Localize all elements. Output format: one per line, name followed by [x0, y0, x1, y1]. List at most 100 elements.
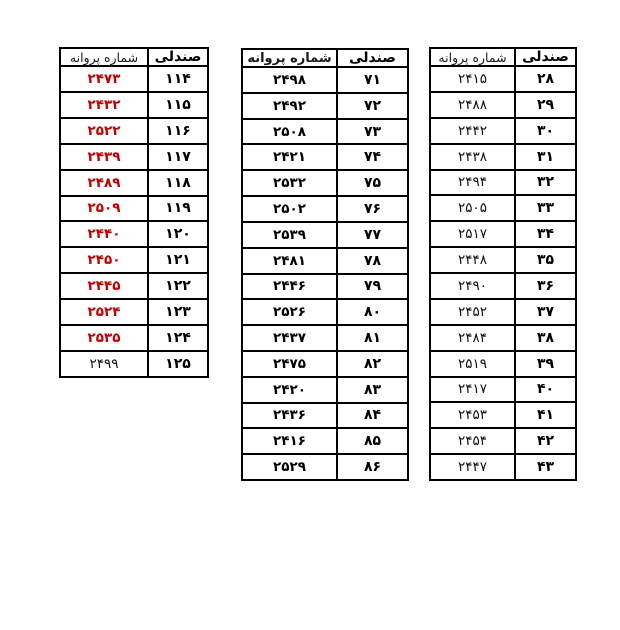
table-row: ۷۱ ۲۴۹۸: [241, 66, 409, 94]
license-number-cell: ۲۵۲۴: [59, 298, 149, 327]
license-number-cell: ۲۴۵۴: [429, 427, 516, 456]
table-row: ۸۵ ۲۴۱۶: [241, 427, 409, 456]
seat-number-cell: ۱۲۲: [147, 272, 209, 301]
seat-number-cell: ۸۱: [336, 324, 409, 352]
seat-number-cell: ۱۱۴: [147, 65, 209, 93]
license-number-cell: ۲۴۸۴: [429, 323, 516, 352]
license-number-cell: ۲۵۰۵: [429, 194, 516, 223]
license-number-cell: ۲۵۳۹: [241, 220, 338, 249]
license-number-cell: ۲۴۹۹: [59, 349, 149, 379]
license-number-cell: ۲۵۰۸: [241, 117, 338, 146]
license-number-cell: ۲۴۸۱: [241, 246, 338, 275]
table-row: ۸۲ ۲۴۷۵: [241, 349, 409, 378]
license-number-cell: ۲۵۲۶: [241, 298, 338, 327]
seat-number-cell: ۴۱: [514, 401, 577, 430]
seat-number-cell: ۳۷: [514, 297, 577, 326]
table-row: ۷۲ ۲۴۹۲: [241, 91, 409, 120]
table-row: ۱۲۳ ۲۵۲۴: [59, 298, 209, 327]
seat-number-cell: ۳۵: [514, 246, 577, 274]
table-row: ۳۵ ۲۴۴۸: [429, 246, 577, 274]
table-row: ۲۹ ۲۴۸۸: [429, 90, 577, 119]
seat-number-cell: ۸۴: [336, 401, 409, 430]
seat-number-cell: ۳۱: [514, 142, 577, 171]
license-number-cell: ۲۴۴۰: [59, 220, 149, 249]
license-number-cell: ۲۵۰۲: [241, 195, 338, 223]
table-row: ۸۰ ۲۵۲۶: [241, 298, 409, 327]
seat-number-cell: ۷۷: [336, 220, 409, 249]
seat-number-cell: ۷۳: [336, 117, 409, 146]
seat-number-cell: ۴۳: [514, 453, 577, 481]
license-column-header: شماره پروانه: [59, 47, 149, 67]
license-number-cell: ۲۴۴۷: [429, 453, 516, 481]
seat-number-cell: ۷۸: [336, 246, 409, 275]
table-row: ۷۸ ۲۴۸۱: [241, 246, 409, 275]
license-number-cell: ۲۴۴۸: [429, 246, 516, 274]
seat-number-cell: ۳۰: [514, 116, 577, 145]
seat-number-cell: ۳۶: [514, 272, 577, 300]
seat-number-cell: ۳۲: [514, 168, 577, 197]
license-number-cell: ۲۴۳۹: [59, 142, 149, 171]
seat-number-cell: ۷۵: [336, 169, 409, 198]
seat-number-cell: ۲۹: [514, 90, 577, 119]
seat-number-cell: ۱۱۷: [147, 142, 209, 171]
table-row: ۱۱۵ ۲۴۳۲: [59, 90, 209, 119]
seat-number-cell: ۸۳: [336, 375, 409, 404]
table-row: ۳۰ ۲۴۴۲: [429, 116, 577, 145]
table-body: ۲۸ ۲۴۱۵ ۲۹ ۲۴۸۸ ۳۰ ۲۴۴۲ ۳۱ ۲۴۳۸ ۳۲ ۲۴۹۴ ۳۳ ۲۵۰۵ ۳۴ ۲۵…: [429, 65, 577, 481]
header-row: صندلی شماره پروانه: [429, 47, 577, 67]
table-row: ۸۴ ۲۴۳۶: [241, 401, 409, 430]
license-number-cell: ۲۵۱۷: [429, 220, 516, 249]
license-number-cell: ۲۴۸۹: [59, 168, 149, 197]
table-row: ۳۳ ۲۵۰۵: [429, 194, 577, 223]
license-number-cell: ۲۵۳۲: [241, 169, 338, 198]
seat-number-cell: ۱۲۱: [147, 246, 209, 275]
seat-number-cell: ۳۹: [514, 349, 577, 378]
license-number-cell: ۲۴۳۶: [241, 401, 338, 430]
seat-number-cell: ۱۱۸: [147, 168, 209, 197]
seat-number-cell: ۱۱۶: [147, 116, 209, 145]
table-row: ۷۹ ۲۴۴۶: [241, 272, 409, 301]
seat-number-cell: ۱۲۴: [147, 324, 209, 352]
table-row: ۴۲ ۲۴۵۴: [429, 427, 577, 456]
table-row: ۷۶ ۲۵۰۲: [241, 195, 409, 223]
license-number-cell: ۲۴۹۰: [429, 272, 516, 300]
license-number-cell: ۲۴۳۷: [241, 324, 338, 352]
table-row: ۱۱۷ ۲۴۳۹: [59, 142, 209, 171]
header-row: صندلی شماره پروانه: [241, 48, 409, 68]
table-row: ۱۱۶ ۲۵۲۲: [59, 116, 209, 145]
table-row: ۱۲۲ ۲۴۴۵: [59, 272, 209, 301]
license-number-cell: ۲۴۷۳: [59, 65, 149, 93]
table-row: ۴۰ ۲۴۱۷: [429, 375, 577, 404]
license-number-cell: ۲۵۰۹: [59, 194, 149, 223]
seat-number-cell: ۸۲: [336, 349, 409, 378]
license-number-cell: ۲۴۳۸: [429, 142, 516, 171]
license-number-cell: ۲۵۲۹: [241, 453, 338, 481]
license-number-cell: ۲۵۱۹: [429, 349, 516, 378]
license-number-cell: ۲۵۳۵: [59, 324, 149, 352]
seat-number-cell: ۲۸: [514, 65, 577, 93]
license-number-cell: ۲۴۴۶: [241, 272, 338, 301]
table-row: ۱۲۴ ۲۵۳۵: [59, 324, 209, 352]
seat-number-cell: ۱۲۰: [147, 220, 209, 249]
license-number-cell: ۲۴۲۱: [241, 143, 338, 172]
seat-column-header: صندلی: [336, 48, 409, 68]
seat-number-cell: ۷۲: [336, 91, 409, 120]
seat-number-cell: ۸۵: [336, 427, 409, 456]
table-row: ۱۱۹ ۲۵۰۹: [59, 194, 209, 223]
seat-number-cell: ۴۰: [514, 375, 577, 404]
seat-number-cell: ۷۶: [336, 195, 409, 223]
license-number-cell: ۲۴۹۸: [241, 66, 338, 94]
table-row: ۸۶ ۲۵۲۹: [241, 453, 409, 481]
license-number-cell: ۲۴۵۰: [59, 246, 149, 275]
seat-number-cell: ۳۴: [514, 220, 577, 249]
table-row: ۳۶ ۲۴۹۰: [429, 272, 577, 300]
table-body: ۱۱۴ ۲۴۷۳ ۱۱۵ ۲۴۳۲ ۱۱۶ ۲۵۲۲ ۱۱۷ ۲۴۳۹ ۱۱۸ ۲۴۸۹ ۱۱۹ ۲۵…: [59, 65, 209, 379]
table-row: ۳۹ ۲۵۱۹: [429, 349, 577, 378]
license-number-cell: ۲۴۷۵: [241, 349, 338, 378]
table-body: ۷۱ ۲۴۹۸ ۷۲ ۲۴۹۲ ۷۳ ۲۵۰۸ ۷۴ ۲۴۲۱ ۷۵ ۲۵۳۲ ۷۶ ۲۵۰۲ ۷۷ ۲۵…: [241, 66, 409, 481]
table-row: ۴۱ ۲۴۵۳: [429, 401, 577, 430]
license-number-cell: ۲۴۹۲: [241, 91, 338, 120]
table-row: ۷۷ ۲۵۳۹: [241, 220, 409, 249]
table-row: ۳۲ ۲۴۹۴: [429, 168, 577, 197]
